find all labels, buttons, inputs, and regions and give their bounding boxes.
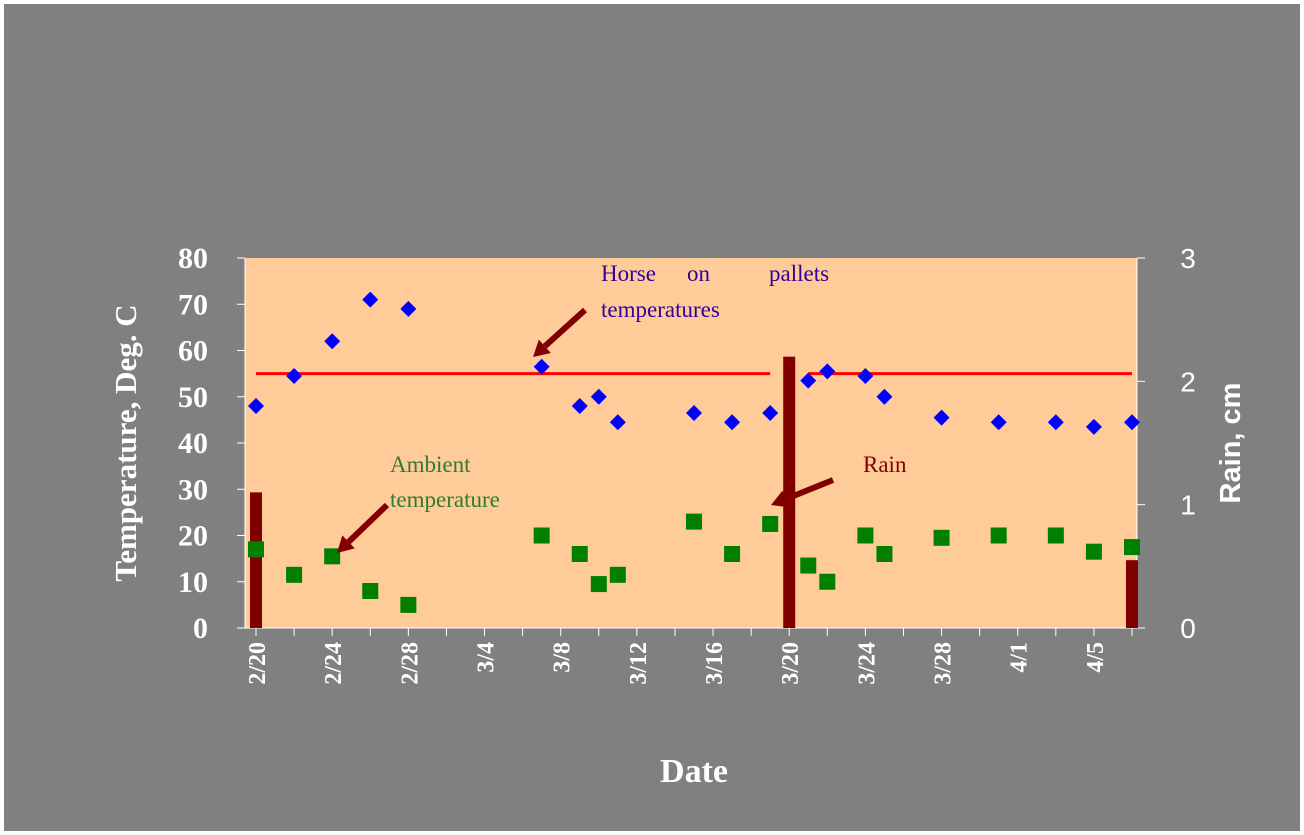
arrow-rain-head (771, 490, 790, 508)
horse-temp-point (590, 388, 607, 405)
x-tick-label: 4/1 (1007, 642, 1033, 673)
horse-temp-point (571, 398, 588, 414)
horse-temp-point (609, 414, 626, 431)
ambient-temp-point (571, 546, 588, 562)
x-tick-label: 3/8 (550, 642, 576, 673)
horse-temp-point (1085, 418, 1102, 435)
horse-temp-point (324, 333, 341, 350)
x-tick-label: 3/28 (931, 642, 957, 685)
ambient-temp-point (819, 573, 836, 590)
horse-temp-point (248, 398, 264, 414)
rain-bar (783, 356, 796, 628)
y-tick-label: 60 (178, 335, 208, 368)
annotation-horse-line2: temperatures (601, 297, 720, 322)
horse-temp-point (724, 414, 741, 431)
horse-temp-point (990, 414, 1007, 431)
ambient-temp-point (800, 557, 817, 574)
right-axis: 0 1 2 3 (1136, 243, 1196, 644)
y2-tick-label: 1 (1180, 490, 1196, 521)
horse-temp-point (876, 388, 893, 405)
x-tick-label: 3/24 (854, 642, 880, 685)
annotation-horse-word: Horse (601, 261, 656, 286)
arrow-horse-head (533, 339, 551, 357)
arrow-ambient-head (337, 535, 355, 553)
ambient-temp-point (590, 576, 607, 593)
horse-temp-point (819, 363, 836, 380)
y-tick-label: 0 (193, 612, 208, 645)
ambient-temp-point (609, 566, 626, 583)
annotation-ambient-line1: Ambient (390, 452, 471, 477)
annotation-horse-word: on (687, 261, 711, 286)
annotation-rain-label: Rain (863, 452, 907, 477)
annotation-horse-word: pallets (769, 261, 829, 286)
y2-axis-title: Rain, cm (1215, 383, 1247, 504)
ambient-temp-point (686, 513, 702, 530)
y2-tick-label: 3 (1180, 243, 1196, 274)
ambient-temp-point (990, 527, 1007, 544)
y-tick-label: 20 (178, 520, 208, 553)
x-tick-label: 2/24 (321, 642, 347, 685)
y-tick-label: 10 (178, 566, 208, 599)
ambient-temp-point (857, 527, 874, 544)
y-tick-label: 40 (178, 427, 208, 460)
horse-temp-point (533, 358, 550, 375)
arrow-ambient (346, 502, 390, 545)
x-axis-title: Date (660, 753, 728, 790)
x-tick-label: 4/5 (1083, 642, 1109, 673)
y-axis-title: Temperature, Deg. C (108, 304, 143, 581)
ambient-temp-point (324, 548, 341, 565)
horse-temp-point (362, 291, 379, 308)
series-layer (248, 291, 1140, 628)
ambient-temp-point (362, 583, 379, 599)
y-tick-label: 70 (178, 288, 208, 321)
y-tick-label: 50 (178, 381, 208, 414)
horse-temp-point (857, 367, 874, 384)
rain-bar (1126, 560, 1138, 628)
x-tick-label: 3/4 (474, 642, 500, 673)
y2-tick-label: 2 (1180, 366, 1196, 397)
horse-temp-point (933, 409, 950, 426)
y-tick-label: 80 (178, 242, 208, 275)
horse-temp-point (686, 404, 702, 421)
left-axis: 0 10 20 30 40 50 60 70 80 (178, 242, 246, 645)
ambient-temp-point (762, 515, 779, 532)
arrow-rain (784, 477, 835, 502)
ambient-temp-point (533, 527, 550, 544)
x-axis: 2/20 2/24 2/28 3/4 3/8 3/12 3/16 3/20 3/24 3/28 4/… (245, 627, 1137, 685)
x-tick-label: 3/12 (626, 642, 652, 685)
ambient-temp-point (1124, 539, 1140, 556)
horse-temp-point (800, 372, 817, 389)
horse-temp-point (400, 300, 417, 317)
horse-temp-point (286, 367, 303, 384)
y2-tick-label: 0 (1180, 613, 1196, 644)
ambient-temp-point (724, 546, 741, 562)
ambient-temp-point (286, 566, 303, 583)
rain-bar (250, 492, 262, 628)
y-tick-label: 30 (178, 473, 208, 506)
x-tick-label: 2/20 (245, 642, 271, 685)
annotation-layer: Horse on pallets temperatures Ambient tempera… (337, 261, 907, 553)
x-tick-label: 2/28 (397, 642, 423, 685)
horse-temp-point (762, 404, 779, 421)
ambient-temp-point (1047, 527, 1064, 544)
ambient-temp-point (1085, 543, 1102, 560)
ambient-temp-point (933, 529, 950, 546)
ambient-temp-point (876, 546, 893, 562)
ambient-temp-point (400, 596, 417, 613)
annotation-ambient-line2: temperature (390, 487, 500, 512)
arrow-horse (542, 307, 588, 349)
x-tick-label: 3/16 (702, 642, 728, 685)
plot-area (245, 258, 1137, 628)
horse-temp-point (1047, 414, 1064, 431)
ambient-temp-point (248, 541, 264, 558)
horse-temp-point (1124, 414, 1140, 431)
x-tick-label: 3/20 (778, 642, 804, 685)
